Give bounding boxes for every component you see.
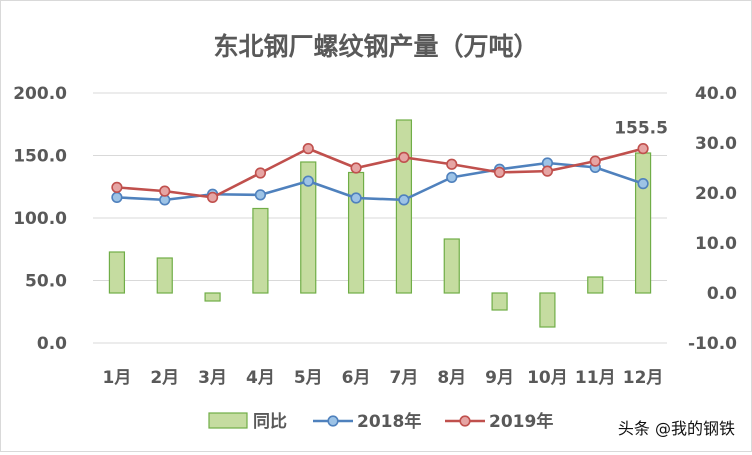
legend-label-2019: 2019年 — [489, 411, 553, 432]
point-2019 — [350, 162, 362, 174]
series-line-2019 — [116, 147, 644, 199]
bar-yoy — [204, 292, 221, 302]
point-2019 — [206, 191, 219, 203]
bar-yoy — [156, 257, 173, 294]
y-left-tick-label: 50.0 — [25, 272, 67, 292]
bar-yoy — [491, 292, 508, 311]
y-right-tick-label: -10.0 — [688, 334, 737, 354]
bar-yoy — [252, 207, 269, 294]
y-left-tick-label: 150.0 — [13, 147, 67, 167]
bar-yoy — [395, 119, 413, 294]
point-2019 — [111, 181, 123, 193]
point-2019 — [159, 185, 171, 197]
point-2018 — [111, 191, 123, 203]
point-2018 — [254, 189, 267, 201]
point-2018 — [398, 194, 410, 206]
legend-marker-2018 — [327, 415, 339, 427]
x-tick-label: 8月 — [437, 368, 466, 388]
legend-label-yoy: 同比 — [253, 411, 287, 432]
legend-swatch-yoy — [208, 412, 248, 429]
y-left-tick-label: 200.0 — [13, 84, 67, 104]
x-tick-label: 10月 — [527, 368, 568, 388]
chart-title: 东北钢厂螺纹钢产量（万吨） — [213, 32, 538, 61]
x-tick-label: 6月 — [342, 368, 371, 388]
point-2019 — [589, 155, 601, 167]
y-right-tick-label: 40.0 — [695, 84, 737, 104]
y-right-tick-label: 30.0 — [695, 134, 737, 154]
y-left-tick-label: 0.0 — [37, 334, 67, 354]
x-tick-label: 7月 — [389, 368, 418, 388]
point-2019 — [637, 143, 649, 155]
x-tick-label: 4月 — [246, 368, 275, 388]
bar-yoy — [300, 161, 317, 294]
x-tick-label: 12月 — [623, 368, 664, 388]
x-tick-label: 1月 — [102, 368, 131, 388]
bar-yoy — [108, 251, 126, 294]
x-tick-label: 11月 — [575, 368, 616, 388]
point-2018 — [302, 175, 314, 187]
y-right-tick-label: 10.0 — [695, 234, 737, 254]
point-2019 — [446, 158, 458, 170]
bar-yoy — [587, 276, 604, 294]
x-tick-label: 5月 — [294, 368, 323, 388]
point-2018 — [350, 192, 362, 204]
point-2019 — [302, 143, 314, 155]
y-right-tick-label: 20.0 — [695, 184, 737, 204]
watermark: 头条 @我的钢铁 — [617, 419, 735, 438]
bar-yoy — [539, 292, 556, 328]
data-label-annotation: 155.5 — [614, 119, 668, 139]
bar-yoy — [347, 171, 365, 294]
x-tick-label: 2月 — [150, 368, 179, 388]
bar-yoy — [634, 152, 652, 294]
point-2019 — [541, 165, 554, 177]
point-2019 — [493, 166, 506, 178]
x-tick-label: 3月 — [198, 368, 227, 388]
point-2018 — [637, 178, 649, 190]
bar-yoy — [443, 238, 460, 294]
y-left-tick-label: 100.0 — [13, 209, 67, 229]
point-2019 — [398, 151, 410, 163]
legend-marker-2019 — [459, 415, 471, 427]
point-2019 — [254, 167, 267, 179]
y-right-tick-label: 0.0 — [707, 284, 737, 304]
point-2018 — [446, 171, 458, 183]
legend-label-2018: 2018年 — [357, 411, 421, 432]
x-tick-label: 9月 — [485, 368, 514, 388]
